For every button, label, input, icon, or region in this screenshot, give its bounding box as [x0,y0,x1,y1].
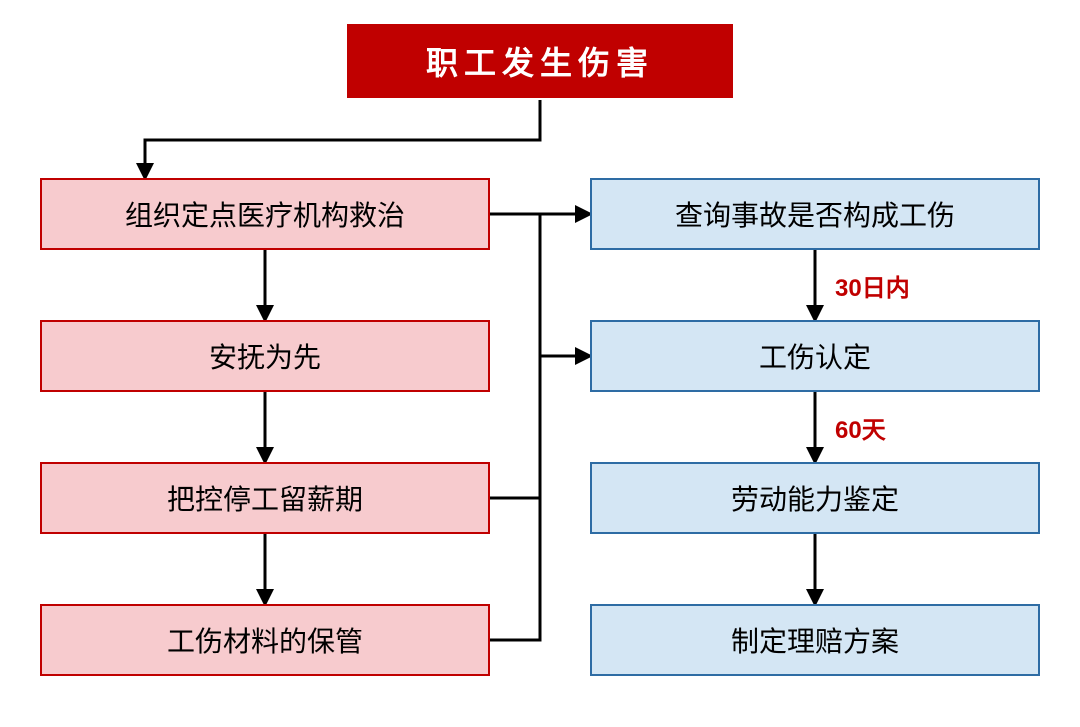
node-n_start: 职工发生伤害 [345,22,735,100]
node-label: 职工发生伤害 [426,38,654,84]
node-label: 组织定点医疗机构救治 [125,194,405,234]
node-n_p1: 组织定点医疗机构救治 [40,178,490,250]
node-n_p3: 把控停工留薪期 [40,462,490,534]
node-n_b3: 劳动能力鉴定 [590,462,1040,534]
node-n_p4: 工伤材料的保管 [40,604,490,676]
node-label: 查询事故是否构成工伤 [675,194,955,234]
node-label: 安抚为先 [209,336,321,376]
edge-e_start_down [145,100,540,178]
node-n_b2: 工伤认定 [590,320,1040,392]
edge-e_p4_bus [490,498,540,640]
edge-e_p3_bus [490,214,540,498]
edge-label-lbl_60: 60天 [835,410,886,445]
node-label: 制定理赔方案 [731,620,899,660]
node-label: 工伤认定 [759,336,871,376]
node-label: 把控停工留薪期 [167,478,363,518]
node-n_b1: 查询事故是否构成工伤 [590,178,1040,250]
node-n_b4: 制定理赔方案 [590,604,1040,676]
edge-label-lbl_30: 30日内 [835,268,910,303]
node-label: 工伤材料的保管 [167,620,363,660]
node-n_p2: 安抚为先 [40,320,490,392]
flowchart-canvas: 职工发生伤害组织定点医疗机构救治安抚为先把控停工留薪期工伤材料的保管 查询事故是否… [0,0,1080,727]
node-label: 劳动能力鉴定 [731,478,899,518]
